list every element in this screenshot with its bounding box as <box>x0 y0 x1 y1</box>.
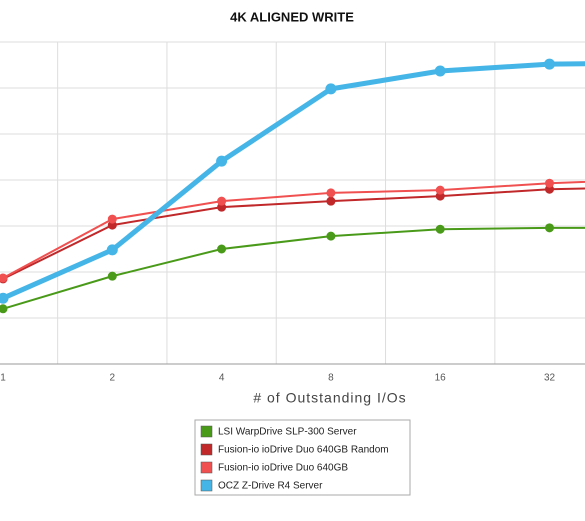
data-point <box>325 83 337 95</box>
x-tick-label: 16 <box>435 373 447 384</box>
x-tick-label: 1 <box>0 373 6 384</box>
x-tick-label: 8 <box>328 373 334 384</box>
data-point <box>544 58 555 70</box>
data-point <box>435 224 445 234</box>
data-point <box>107 271 117 281</box>
legend-label: Fusion-io ioDrive Duo 640GB <box>218 463 348 474</box>
legend-swatch <box>200 461 213 474</box>
data-point <box>217 244 227 254</box>
data-point <box>545 178 554 188</box>
x-tick-label: 4 <box>219 373 225 384</box>
chart-title: 4K ALIGNED WRITE <box>230 9 354 24</box>
data-point <box>435 185 445 195</box>
series-line <box>2 226 585 310</box>
legend-label: OCZ Z-Drive R4 Server <box>218 481 323 492</box>
legend-swatch <box>200 425 213 438</box>
data-point <box>545 223 554 233</box>
data-point <box>326 196 336 206</box>
data-point <box>434 65 446 77</box>
data-point <box>106 244 118 256</box>
data-point <box>326 231 336 241</box>
data-point <box>0 273 8 283</box>
legend-swatch <box>200 443 213 456</box>
series-line <box>2 187 585 280</box>
data-point <box>326 188 336 198</box>
legend-label: Fusion-io ioDrive Duo 640GB Random <box>218 445 389 456</box>
data-point <box>216 155 228 167</box>
x-tick-label: 2 <box>110 373 116 384</box>
data-point <box>107 214 117 224</box>
legend-label: LSI WarpDrive SLP-300 Server <box>218 427 357 438</box>
data-point <box>217 196 227 206</box>
data-point <box>0 292 9 304</box>
legend-swatch <box>200 479 213 492</box>
x-axis-label: # of Outstanding I/Os <box>253 390 406 406</box>
legend-box <box>194 419 411 496</box>
x-tick-label: 32 <box>544 373 556 384</box>
series-line <box>1 61 585 301</box>
data-point <box>0 304 8 314</box>
